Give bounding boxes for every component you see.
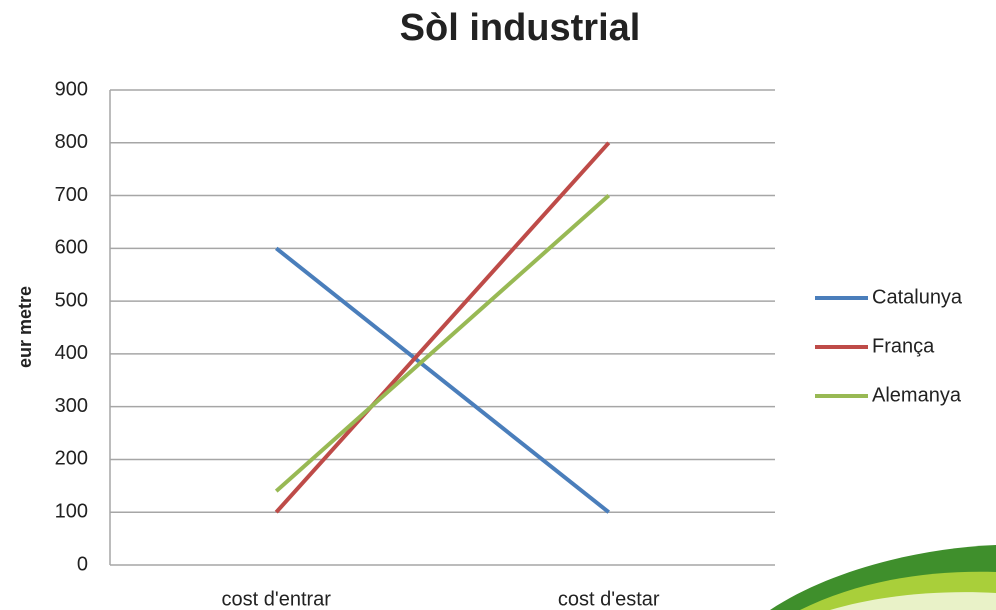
x-tick-label: cost d'entrar <box>222 588 332 610</box>
y-tick-label: 400 <box>55 342 88 364</box>
series-line <box>276 143 609 512</box>
y-axis-label: eur metre <box>15 286 35 368</box>
y-tick-label: 200 <box>55 448 88 470</box>
chart: Sòl industrial eur metre 0 100 200 300 400 50… <box>0 0 996 610</box>
y-tick-label: 600 <box>55 237 88 259</box>
y-tick-label: 300 <box>55 395 88 417</box>
legend-label: Alemanya <box>872 384 962 406</box>
y-tick-label: 100 <box>55 501 88 523</box>
y-tick-label: 0 <box>77 553 88 575</box>
series-line <box>276 248 609 512</box>
legend-label: França <box>872 335 935 357</box>
y-tick-label: 500 <box>55 289 88 311</box>
series-line <box>276 196 609 492</box>
chart-title: Sòl industrial <box>400 7 641 49</box>
y-tick-label: 900 <box>55 78 88 100</box>
y-tick-label: 800 <box>55 131 88 153</box>
legend-label: Catalunya <box>872 286 963 308</box>
x-tick-label: cost d'estar <box>558 588 660 610</box>
y-tick-label: 700 <box>55 184 88 206</box>
